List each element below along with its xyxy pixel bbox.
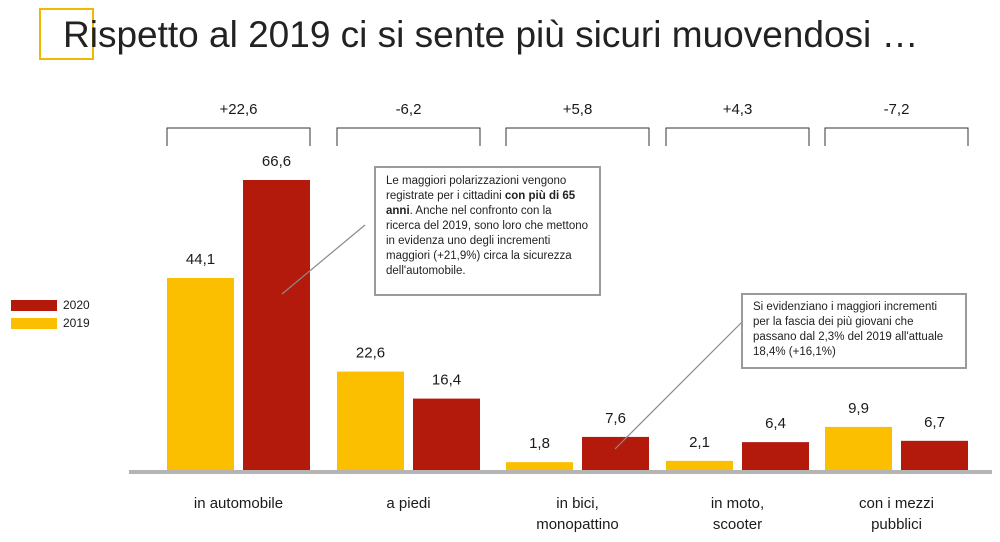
- category-label-4-0: con i mezzi: [859, 495, 934, 512]
- legend-label-2020: 2020: [63, 298, 90, 312]
- callout-young-text: Si evidenziano i maggiori incrementi per…: [753, 301, 944, 358]
- bar-2019-4: [825, 426, 892, 470]
- difference-label-4: -7,2: [884, 101, 910, 118]
- value-label-2019-0: 44,1: [186, 251, 215, 268]
- legend-swatch-2019: [11, 317, 57, 329]
- value-label-2020-4: 6,7: [924, 414, 945, 431]
- value-label-2019-2: 1,8: [529, 435, 550, 452]
- category-label-3-1: scooter: [713, 516, 762, 533]
- bar-2019-1: [337, 371, 404, 470]
- category-label-2-1: monopattino: [536, 516, 619, 533]
- difference-label-2: +5,8: [563, 101, 593, 118]
- bar-2019-0: [167, 277, 234, 470]
- bracket-1: [336, 127, 481, 146]
- bar-2020-0: [243, 180, 310, 470]
- difference-label-0: +22,6: [220, 101, 258, 118]
- category-label-3-0: in moto,: [711, 495, 764, 512]
- category-label-2-0: in bici,: [556, 495, 599, 512]
- value-label-2020-1: 16,4: [432, 372, 461, 389]
- bracket-4: [824, 127, 969, 146]
- bar-2019-3: [666, 460, 733, 470]
- bracket-2: [505, 127, 650, 146]
- bracket-0: [166, 127, 311, 146]
- title-accent-box: [39, 8, 94, 60]
- page-title: Rispetto al 2019 ci si sente più sicuri …: [63, 14, 919, 55]
- callout-senior-pointer: [281, 224, 366, 295]
- value-label-2020-0: 66,6: [262, 153, 291, 170]
- bar-2020-4: [901, 440, 968, 470]
- legend-item-2019: 2019: [11, 314, 90, 332]
- bar-2020-3: [742, 442, 809, 470]
- bar-2020-2: [582, 436, 649, 470]
- value-label-2020-3: 6,4: [765, 415, 786, 432]
- callout-senior-text-a: Le maggiori polarizzazioni vengono regis…: [386, 175, 567, 202]
- category-label-1-0: a piedi: [386, 495, 430, 512]
- legend-label-2019: 2019: [63, 316, 90, 330]
- bracket-3: [665, 127, 810, 146]
- bar-2019-2: [506, 462, 573, 470]
- value-label-2019-1: 22,6: [356, 345, 385, 362]
- category-label-0-0: in automobile: [194, 495, 283, 512]
- callout-young: Si evidenziano i maggiori incrementi per…: [741, 293, 967, 369]
- callout-senior-text-b: . Anche nel confronto con la ricerca del…: [386, 205, 589, 277]
- category-label-4-1: pubblici: [871, 516, 922, 533]
- callout-senior: Le maggiori polarizzazioni vengono regis…: [374, 166, 601, 296]
- legend: 2020 2019: [11, 296, 90, 332]
- bar-2020-1: [413, 398, 480, 470]
- value-label-2019-4: 9,9: [848, 400, 869, 417]
- legend-item-2020: 2020: [11, 296, 90, 314]
- callout-young-pointer: [614, 321, 743, 450]
- value-label-2019-3: 2,1: [689, 434, 710, 451]
- difference-label-3: +4,3: [723, 101, 753, 118]
- value-label-2020-2: 7,6: [605, 410, 626, 427]
- legend-swatch-2020: [11, 299, 57, 311]
- difference-label-1: -6,2: [396, 101, 422, 118]
- x-axis-line: [129, 470, 992, 474]
- callout-senior-bold: con più di 65 anni: [386, 190, 576, 217]
